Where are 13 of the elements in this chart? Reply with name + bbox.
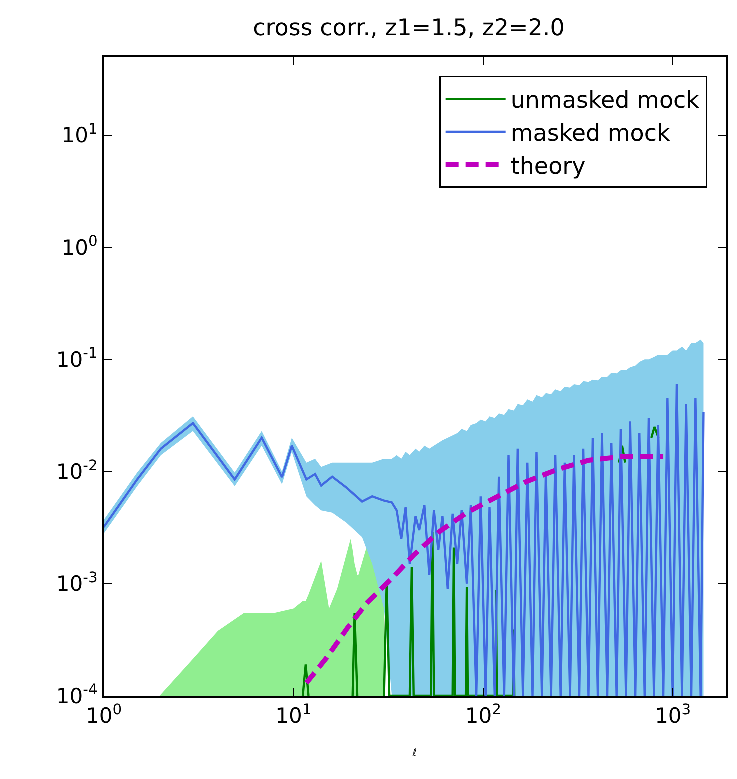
y-tick-label: 10$^{1}$ xyxy=(62,120,98,148)
y-tick-label: 10$^{-1}$ xyxy=(56,345,98,372)
x-tick-label: 10$^{1}$ xyxy=(276,701,312,728)
x-tick-label: 10$^{2}$ xyxy=(465,701,502,728)
y-tick-label: 10$^{0}$ xyxy=(62,233,98,260)
x-axis-title: ℓ xyxy=(412,748,418,760)
legend-label: masked mock xyxy=(510,120,672,147)
legend-label: unmasked mock xyxy=(510,88,700,114)
chart-title: cross corr., z1=1.5, z2=2.0 xyxy=(253,16,565,42)
y-tick-label: 10$^{-2}$ xyxy=(56,457,98,484)
y-tick-label: 10$^{-3}$ xyxy=(56,569,98,596)
x-tick-label: 10$^{3}$ xyxy=(655,701,692,728)
legend-label: theory xyxy=(510,154,586,180)
